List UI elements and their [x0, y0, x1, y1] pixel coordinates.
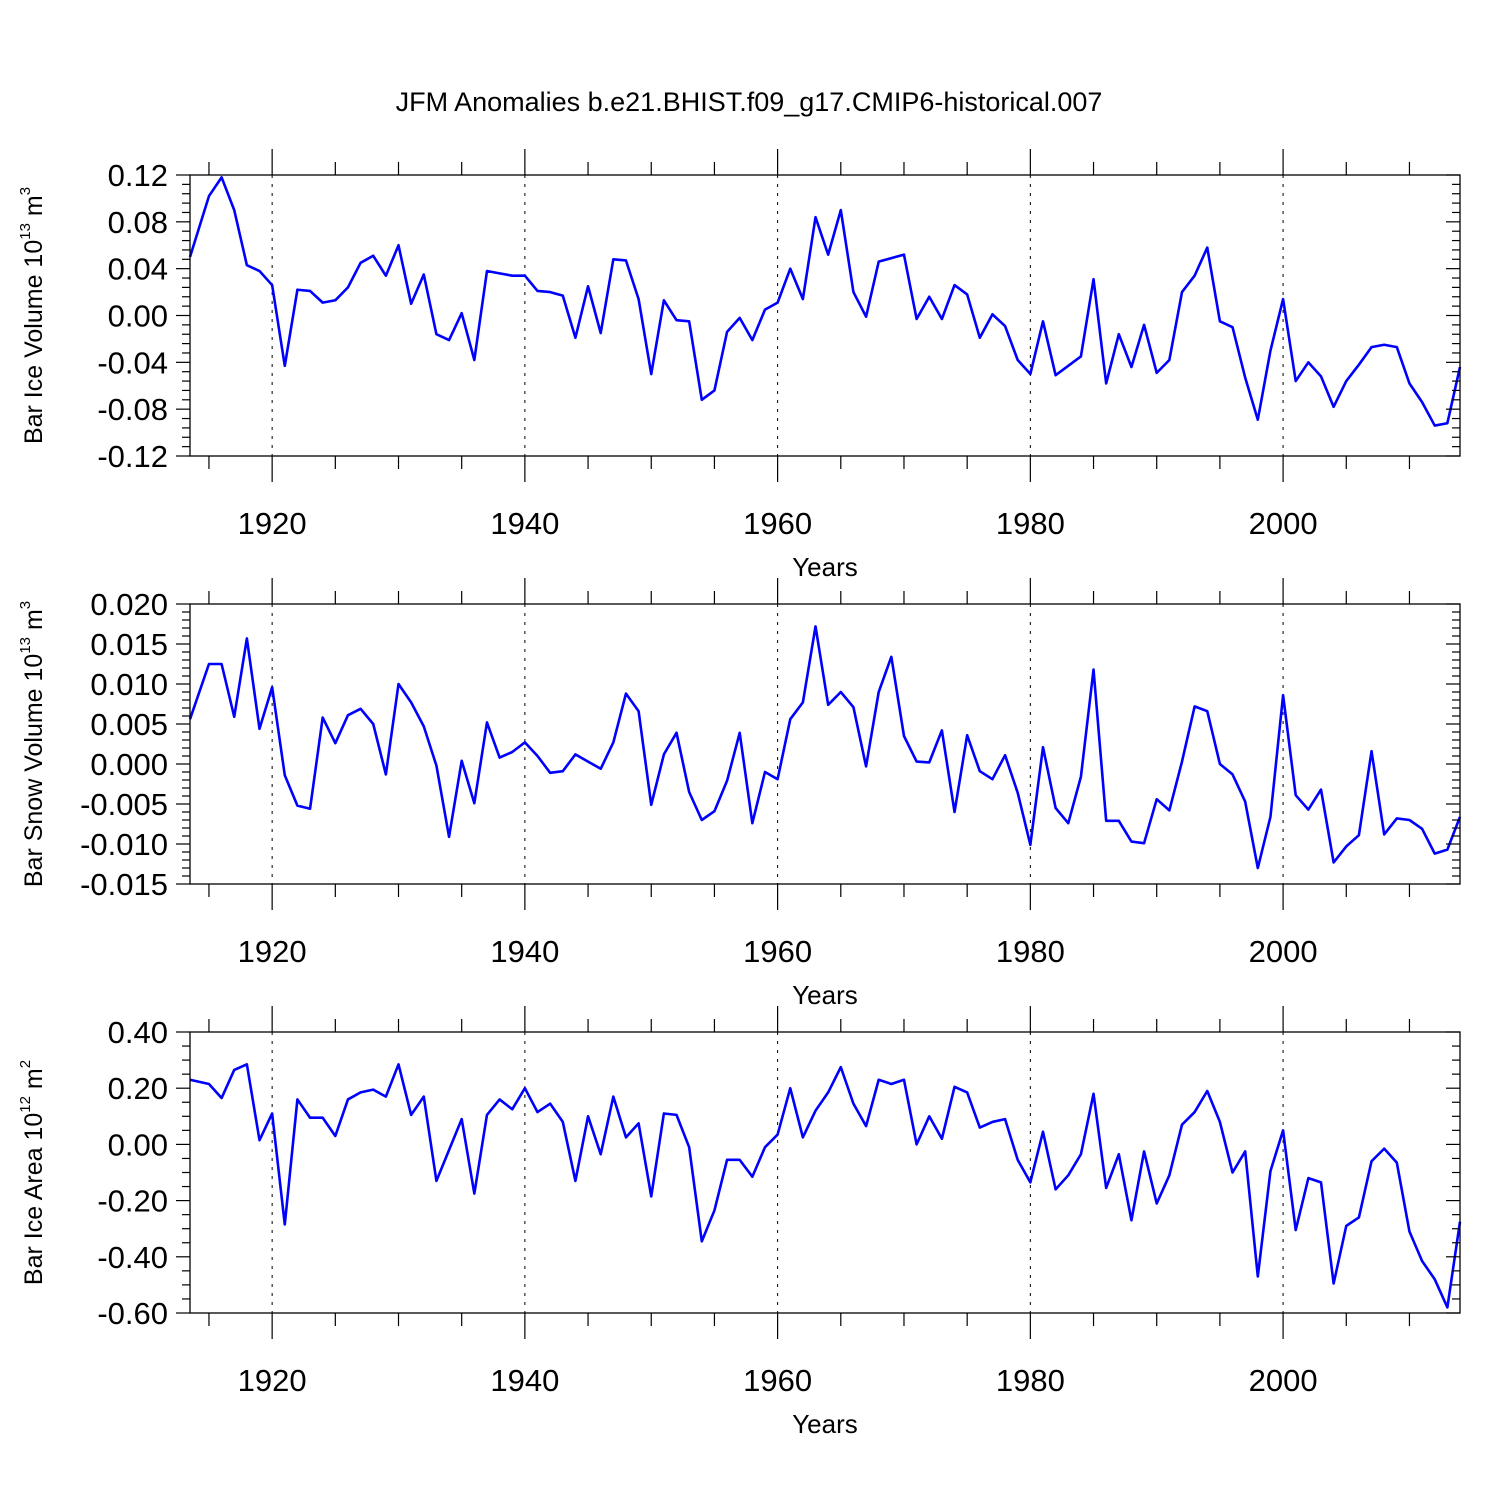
series-line: [188, 176, 1462, 427]
y-tick-label: -0.08: [97, 392, 168, 427]
plot-frame: [189, 603, 1461, 885]
y-tick-label: -0.20: [97, 1184, 168, 1219]
x-tick-label: 1920: [238, 1363, 307, 1398]
y-tick-label: 0.40: [108, 1015, 168, 1050]
x-tick-label: 1960: [743, 1363, 812, 1398]
y-tick-label: -0.015: [80, 867, 168, 902]
x-tick-label: 2000: [1249, 1363, 1318, 1398]
y-axis-label: Bar Snow Volume 1013 m3: [17, 601, 48, 887]
y-tick-label: 0.00: [108, 1127, 168, 1162]
series-line: [189, 1063, 1462, 1309]
x-axis-label: Years: [792, 980, 858, 1010]
x-tick-label: 1980: [996, 934, 1065, 969]
y-tick-label: -0.010: [80, 827, 168, 862]
y-tick-label: 0.12: [108, 158, 168, 193]
y-tick-label: 0.005: [90, 707, 168, 742]
x-tick-label: 1980: [996, 506, 1065, 541]
x-tick-label: 2000: [1249, 934, 1318, 969]
panel-ice-area: 1920 1940 1960 1980 2000 Years 0.40 0.20 0.00 -0.…: [17, 1006, 1462, 1439]
y-tick-label: 0.08: [108, 205, 168, 240]
x-tick-label: 1940: [490, 506, 559, 541]
series-line: [188, 625, 1462, 870]
y-tick-label: 0.010: [90, 667, 168, 702]
y-tick-label: -0.40: [97, 1240, 168, 1275]
x-axis-label: Years: [792, 1409, 858, 1439]
y-tick-label: -0.12: [97, 439, 168, 474]
y-tick-label: -0.005: [80, 787, 168, 822]
x-tick-label: 1920: [238, 934, 307, 969]
y-axis-label: Bar Ice Area 1012 m2: [17, 1060, 48, 1285]
x-axis-label: Years: [792, 552, 858, 582]
x-tick-label: 1920: [238, 506, 307, 541]
y-tick-label: 0.015: [90, 627, 168, 662]
y-tick-label: 0.20: [108, 1071, 168, 1106]
y-tick-label: 0.000: [90, 747, 168, 782]
y-tick-label: -0.60: [97, 1296, 168, 1331]
y-axis-label: Bar Ice Volume 1013 m3: [17, 187, 48, 444]
x-tick-label: 1940: [490, 1363, 559, 1398]
panel-snow-volume: 1920 1940 1960 1980 2000 Years 0.020 0.015 0.010…: [17, 578, 1462, 1010]
x-tick-label: 1960: [743, 934, 812, 969]
y-tick-label: 0.020: [90, 587, 168, 622]
x-tick-label: 2000: [1249, 506, 1318, 541]
x-tick-label: 1940: [490, 934, 559, 969]
plot-frame: [189, 174, 1461, 457]
panel-ice-volume: 1920 1940 1960 1980 2000 Years 0.12 0.08 0.04 0.0…: [17, 149, 1462, 582]
x-tick-label: 1980: [996, 1363, 1065, 1398]
chart-title: JFM Anomalies b.e21.BHIST.f09_g17.CMIP6-…: [396, 87, 1103, 117]
x-tick-label: 1960: [743, 506, 812, 541]
y-tick-label: 0.04: [108, 252, 168, 287]
y-tick-label: -0.04: [97, 345, 168, 380]
y-tick-label: 0.00: [108, 299, 168, 334]
